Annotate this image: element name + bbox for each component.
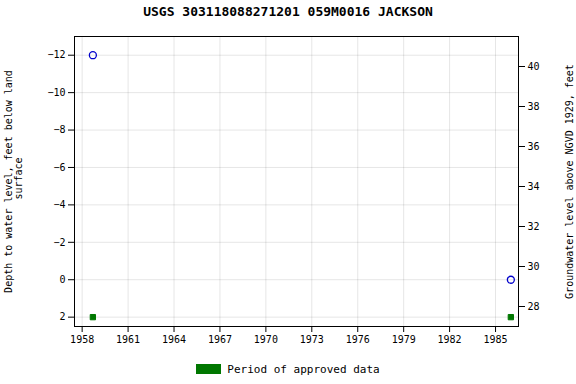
svg-text:2: 2 <box>59 311 65 322</box>
svg-text:0: 0 <box>59 274 65 285</box>
svg-text:30: 30 <box>528 261 540 272</box>
svg-text:40: 40 <box>528 61 540 72</box>
svg-text:−8: −8 <box>53 124 65 135</box>
svg-text:1964: 1964 <box>162 334 186 345</box>
svg-text:1970: 1970 <box>254 334 278 345</box>
svg-text:36: 36 <box>528 141 540 152</box>
html-text:USGS 303118088271201 059M0016: USGS 303118088271201 059M0016 JACKSON <box>143 4 433 19</box>
html-text:Period of approved data: Period of approved data <box>227 362 380 376</box>
svg-text:Groundwater level above NGVD 1: Groundwater level above NGVD 1929, feet <box>564 64 575 299</box>
svg-text:Depth to water level, feet bel: Depth to water level, feet below land su… <box>3 70 24 293</box>
svg-text:−4: −4 <box>53 199 65 210</box>
svg-text:1979: 1979 <box>392 334 416 345</box>
svg-text:1976: 1976 <box>346 334 370 345</box>
svg-text:32: 32 <box>528 221 540 232</box>
svg-text:−10: −10 <box>47 87 65 98</box>
svg-text:−12: −12 <box>47 49 65 60</box>
svg-text:1982: 1982 <box>438 334 462 345</box>
svg-text:1985: 1985 <box>483 334 507 345</box>
svg-text:1973: 1973 <box>300 334 324 345</box>
svg-text:1958: 1958 <box>70 334 94 345</box>
svg-text:1967: 1967 <box>208 334 232 345</box>
svg-text:38: 38 <box>528 101 540 112</box>
svg-text:34: 34 <box>528 181 540 192</box>
svg-text:28: 28 <box>528 301 540 312</box>
svg-text:1961: 1961 <box>116 334 140 345</box>
svg-text:−2: −2 <box>53 237 65 248</box>
svg-text:−6: −6 <box>53 162 65 173</box>
